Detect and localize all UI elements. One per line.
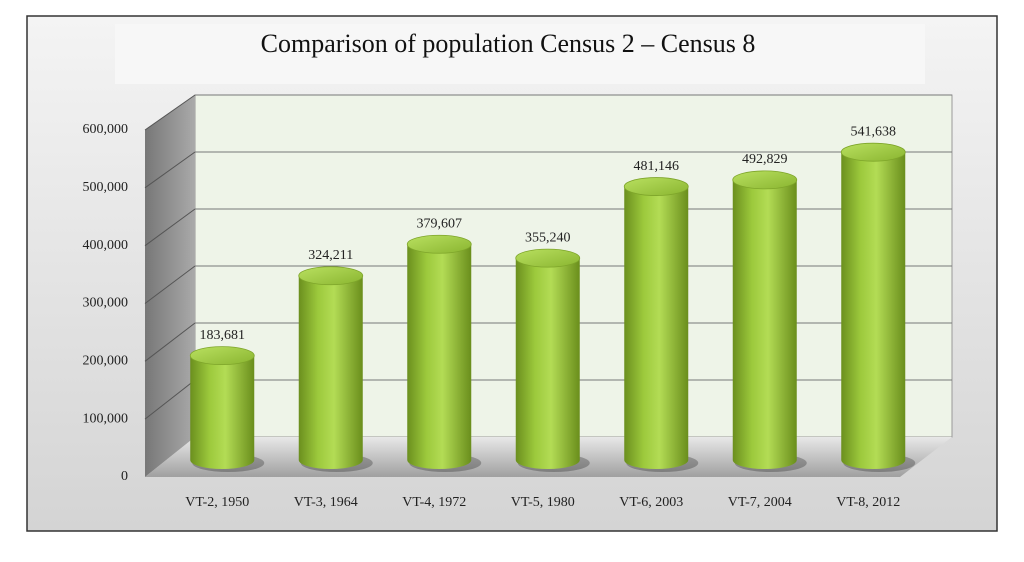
plot: 0 100,000 200,000 300,000 400,000 500,000 600,… (83, 94, 952, 510)
value-label: 324,211 (308, 248, 353, 263)
bar (624, 186, 689, 469)
chart-title: Comparison of population Census 2 – Cens… (261, 29, 756, 58)
value-label: 379,607 (417, 216, 463, 231)
value-label: 183,681 (200, 328, 246, 343)
x-tick-label: VT-4, 1972 (402, 495, 466, 510)
x-tick-label: VT-7, 2004 (728, 495, 792, 510)
bar-top (840, 142, 906, 162)
y-tick-label: 600,000 (83, 122, 129, 137)
grid-line-side (144, 322, 196, 362)
grid-line-side (144, 265, 196, 304)
bar (841, 152, 906, 469)
x-tick-label: VT-3, 1964 (294, 495, 358, 510)
grid-line-side (144, 379, 196, 420)
side-wall (145, 95, 195, 477)
x-tick-label: VT-5, 1980 (511, 495, 575, 510)
y-tick-label: 0 (121, 469, 128, 484)
value-label: 355,240 (525, 230, 571, 245)
bar-top (189, 346, 255, 366)
bar (407, 244, 472, 469)
bar-top (623, 177, 689, 196)
bar-top (298, 266, 364, 286)
bar-top (732, 170, 798, 190)
x-tick-label: VT-6, 2003 (619, 495, 683, 510)
bar (298, 275, 363, 469)
y-tick-label: 200,000 (83, 354, 129, 369)
bar (732, 179, 797, 469)
x-tick-label: VT-8, 2012 (836, 495, 900, 510)
title-band (115, 24, 925, 84)
value-label: 492,829 (742, 152, 788, 167)
y-tick-label: 400,000 (83, 238, 129, 253)
grid-line-side (144, 94, 196, 131)
value-label: 541,638 (851, 124, 897, 139)
grid-line-side (144, 151, 196, 189)
value-label: 481,146 (634, 159, 680, 174)
x-tick-label: VT-2, 1950 (185, 495, 249, 510)
y-tick-label: 500,000 (83, 180, 129, 195)
bar-top (515, 248, 581, 268)
y-tick-label: 100,000 (83, 411, 129, 426)
bar (515, 258, 580, 469)
bar (190, 355, 255, 469)
grid-line-side (144, 208, 196, 247)
y-tick-label: 300,000 (83, 296, 129, 311)
bar-top (406, 234, 472, 254)
